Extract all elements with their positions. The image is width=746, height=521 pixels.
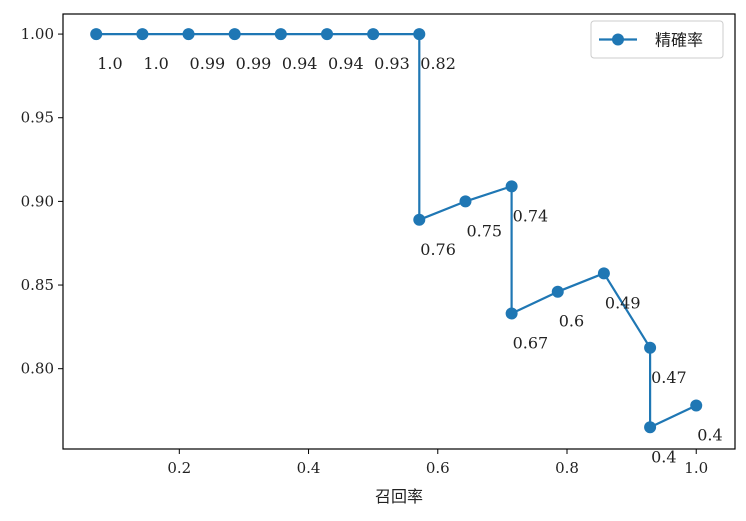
x-axis: 0.2 0.4 0.6 0.8 1.0 xyxy=(167,449,708,477)
data-point xyxy=(690,399,703,412)
data-label: 0.6 xyxy=(559,312,584,331)
data-label: 1.0 xyxy=(143,54,168,73)
data-point xyxy=(228,28,241,41)
data-label: 0.93 xyxy=(374,54,410,73)
y-tick-label: 1.00 xyxy=(21,25,54,43)
data-label: 1.0 xyxy=(97,54,122,73)
data-point xyxy=(644,341,657,354)
data-label-layer: 1.0 1.0 0.99 0.99 0.94 0.94 0.93 0.82 0.76 0.75 0.… xyxy=(97,54,722,466)
data-label: 0.67 xyxy=(513,333,549,352)
data-point xyxy=(551,285,564,298)
data-point xyxy=(182,28,195,41)
series-layer xyxy=(90,28,703,434)
data-point xyxy=(505,307,518,320)
data-label: 0.99 xyxy=(190,54,226,73)
y-axis: 0.80 0.85 0.90 0.95 1.00 xyxy=(21,25,63,378)
data-point xyxy=(413,28,426,41)
data-label: 0.49 xyxy=(605,293,641,312)
data-label: 0.74 xyxy=(513,206,549,225)
data-label: 0.99 xyxy=(236,54,272,73)
data-point xyxy=(136,28,149,41)
plot-area xyxy=(62,13,736,450)
data-label: 0.4 xyxy=(651,447,676,466)
data-point xyxy=(274,28,287,41)
plot-frame xyxy=(62,13,736,450)
x-axis-title: 召回率 xyxy=(375,487,423,506)
legend-marker xyxy=(612,33,624,46)
data-label: 0.94 xyxy=(282,54,318,73)
data-point xyxy=(321,28,334,41)
data-label: 0.4 xyxy=(697,426,722,445)
data-point xyxy=(505,180,518,193)
legend: 精確率 xyxy=(590,20,724,59)
data-label: 0.75 xyxy=(466,221,502,240)
x-tick-label: 0.6 xyxy=(426,459,450,477)
x-tick-label: 0.4 xyxy=(297,459,321,477)
x-tick-label: 1.0 xyxy=(684,459,708,477)
data-label: 0.76 xyxy=(420,240,456,259)
data-label: 0.47 xyxy=(651,368,687,387)
x-tick-label: 0.2 xyxy=(167,459,191,477)
legend-box xyxy=(590,20,724,59)
y-tick-label: 0.80 xyxy=(21,360,54,378)
data-point xyxy=(597,267,610,280)
data-point xyxy=(367,28,380,41)
y-tick-label: 0.90 xyxy=(21,192,54,210)
data-point xyxy=(413,213,426,226)
data-point xyxy=(459,195,472,208)
y-tick-label: 0.95 xyxy=(21,109,54,127)
legend-label: 精確率 xyxy=(655,31,703,50)
data-point xyxy=(644,421,657,434)
data-label: 0.94 xyxy=(328,54,364,73)
y-tick-label: 0.85 xyxy=(21,276,54,294)
data-point xyxy=(90,28,103,41)
data-label: 0.82 xyxy=(420,54,456,73)
x-tick-label: 0.8 xyxy=(555,459,579,477)
